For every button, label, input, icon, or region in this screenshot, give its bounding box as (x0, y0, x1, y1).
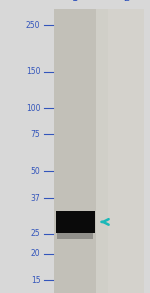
Text: 150: 150 (26, 67, 40, 76)
Text: 1: 1 (72, 0, 78, 3)
Text: 100: 100 (26, 104, 40, 113)
Bar (57, 233, 93, 239)
Bar (54, 9, 144, 293)
Text: 20: 20 (31, 250, 40, 258)
Bar (54, 9, 96, 293)
Text: 75: 75 (31, 130, 40, 139)
Text: 2: 2 (123, 0, 129, 3)
Bar (108, 9, 144, 293)
Text: 25: 25 (31, 229, 40, 238)
Text: 37: 37 (31, 194, 40, 203)
Bar (56, 211, 94, 233)
Text: 250: 250 (26, 21, 40, 30)
Text: 50: 50 (31, 166, 40, 176)
Text: 15: 15 (31, 275, 40, 285)
